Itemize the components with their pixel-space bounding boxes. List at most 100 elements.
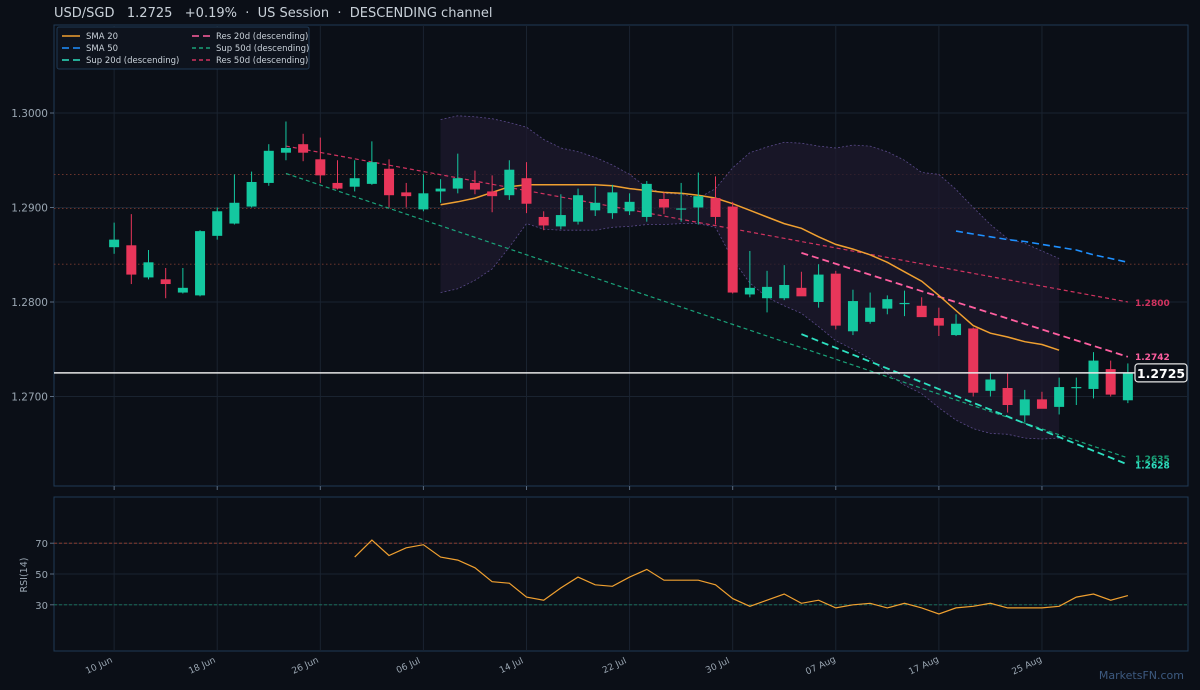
legend-label: Res 50d (descending) — [216, 56, 308, 66]
candle-body — [521, 178, 532, 204]
sma20-line — [440, 184, 1060, 351]
x-tick-label: 25 Aug — [1011, 655, 1044, 678]
candle-body — [658, 198, 669, 208]
legend-label: Res 20d (descending) — [216, 32, 308, 42]
candle-body — [1105, 369, 1116, 395]
candle-body — [727, 206, 738, 293]
rsi-ylabel: RSI(14) — [19, 558, 30, 593]
candle-body — [1002, 387, 1013, 406]
trend-line — [285, 172, 1129, 459]
candle-body — [366, 162, 377, 184]
candle-body — [555, 215, 566, 227]
rsi-panel: 30 50 70 RSI(14) — [19, 496, 1189, 652]
legend-label: SMA 50 — [86, 44, 118, 54]
candle-body — [1071, 387, 1082, 389]
x-tick-label: 17 Aug — [907, 655, 940, 678]
y-tick-label: 1.2800 — [11, 297, 48, 309]
candle-body — [1054, 387, 1065, 407]
candle-body — [401, 192, 412, 197]
candle-body — [212, 211, 223, 236]
rsi-line — [354, 539, 1129, 615]
candle-body — [865, 307, 876, 322]
candle-body — [280, 147, 291, 153]
candle-body — [968, 328, 979, 393]
candle-body — [195, 231, 206, 296]
x-tick-label: 14 Jul — [498, 656, 525, 676]
candle-body — [487, 191, 498, 197]
y-tick-label: 1.2900 — [11, 203, 48, 215]
sma50-line — [955, 230, 1129, 264]
candle-body — [762, 286, 773, 299]
candle-body — [641, 183, 652, 217]
candle-body — [315, 159, 326, 176]
legend-label: Sup 50d (descending) — [216, 44, 309, 54]
level-label: 1.2800 — [1135, 299, 1170, 309]
candle-body — [624, 201, 635, 212]
candle-body — [469, 182, 480, 190]
level-label: 1.2742 — [1135, 353, 1170, 363]
candle-body — [435, 188, 446, 192]
x-tick-label: 22 Jul — [601, 656, 628, 676]
trend-line — [801, 333, 1129, 466]
trend-line — [801, 252, 1129, 358]
candle-body — [882, 299, 893, 309]
candle-body — [985, 379, 996, 391]
legend-label: Sup 20d (descending) — [86, 56, 179, 66]
level-label: 1.2628 — [1135, 462, 1170, 472]
bollinger-upper — [440, 115, 1060, 259]
rsi-tick-label: 50 — [35, 570, 48, 581]
candle-body — [847, 301, 858, 332]
candle-body — [693, 196, 704, 208]
x-tick-label: 07 Aug — [804, 655, 837, 678]
candle-body — [504, 169, 515, 196]
x-tick-label: 30 Jul — [704, 656, 731, 676]
candle-body — [1088, 360, 1099, 389]
candle-body — [590, 202, 601, 211]
candle-body — [452, 178, 463, 189]
candle-body — [1036, 399, 1047, 409]
candle-body — [710, 198, 721, 217]
candle-body — [607, 192, 618, 214]
candle-body — [1122, 372, 1133, 401]
candle-body — [916, 305, 927, 318]
candle-body — [933, 318, 944, 326]
candle-body — [796, 287, 807, 297]
trend-line — [285, 145, 1128, 303]
legend-box — [56, 26, 310, 70]
candle-body — [813, 274, 824, 302]
legend-label: SMA 20 — [86, 32, 118, 42]
candle-body — [298, 144, 309, 153]
candle-body — [109, 239, 120, 248]
candle-body — [126, 245, 137, 275]
watermark: MarketsFN.com — [1098, 669, 1184, 682]
rsi-tick-label: 70 — [35, 539, 48, 550]
price-panel: 1.2700 1.2800 1.2900 1.3000 1.2725 1.2800 1.27… — [11, 24, 1189, 487]
chart-title: USD/SGD 1.2725 +0.19% · US Session · DES… — [54, 6, 493, 21]
candle-body — [899, 302, 910, 305]
current-price-label: 1.2725 — [1137, 366, 1185, 381]
candle-body — [229, 202, 240, 224]
x-tick-label: 26 Jun — [290, 656, 320, 677]
candle-body — [538, 216, 549, 226]
candle-body — [246, 181, 257, 207]
y-tick-label: 1.3000 — [11, 108, 48, 120]
candle-body — [779, 284, 790, 299]
candle-body — [1019, 399, 1030, 416]
candle-body — [951, 323, 962, 336]
y-tick-label: 1.2700 — [11, 392, 48, 404]
candle-body — [384, 168, 395, 196]
candle-body — [676, 208, 687, 210]
candle-body — [830, 273, 841, 326]
x-tick-label: 06 Jul — [395, 656, 422, 676]
candle-body — [349, 178, 360, 187]
current-price-box — [1134, 363, 1188, 383]
rsi-tick-label: 30 — [35, 601, 48, 612]
candle-body — [418, 193, 429, 210]
candle-body — [744, 287, 755, 295]
candle-body — [177, 287, 188, 293]
level-label: 1.2635 — [1135, 455, 1170, 465]
legend: SMA 20 Res 20d (descending) SMA 50 Sup 50d … — [56, 26, 310, 70]
candle-body — [332, 182, 343, 189]
x-tick-label: 10 Jun — [84, 656, 114, 677]
